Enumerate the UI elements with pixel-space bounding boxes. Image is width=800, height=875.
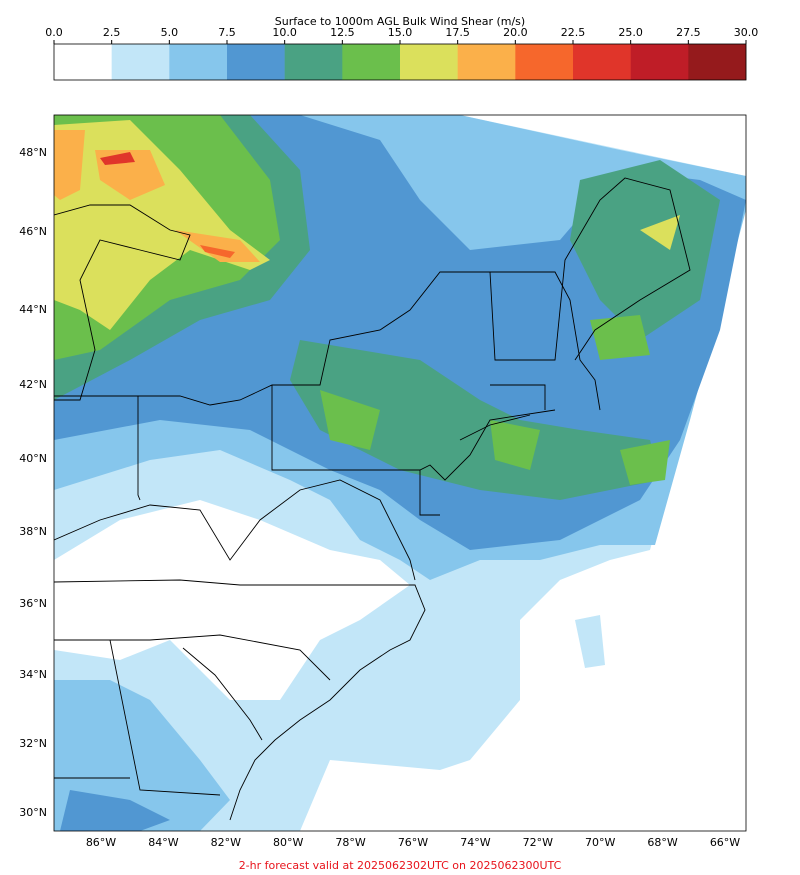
colorbar-tick-label: 0.0 <box>45 26 63 39</box>
colorbar-bin <box>342 44 401 80</box>
lon-label: 70°W <box>585 836 615 849</box>
colorbar-bin <box>400 44 458 80</box>
lat-label: 34°N <box>19 668 47 681</box>
colorbar-frame <box>53 43 747 81</box>
colorbar-tick-label: 30.0 <box>734 26 759 39</box>
axis-labels: 48°N 46°N 44°N 42°N 40°N 38°N 36°N 34°N 32°N 30°N… <box>19 146 740 849</box>
colorbar-tick-label: 20.0 <box>503 26 528 39</box>
colorbar-tick-label: 15.0 <box>388 26 413 39</box>
lat-label: 44°N <box>19 303 47 316</box>
lon-label: 82°W <box>211 836 241 849</box>
colorbar-tick-label: 17.5 <box>445 26 470 39</box>
lon-label: 68°W <box>647 836 677 849</box>
lon-label: 84°W <box>148 836 178 849</box>
colorbar-bin <box>630 44 689 80</box>
footer: 2-hr forecast valid at 2025062302UTC on … <box>239 859 562 872</box>
lon-label: 78°W <box>335 836 365 849</box>
colorbar-title: Surface to 1000m AGL Bulk Wind Shear (m/… <box>275 15 525 28</box>
map-frame <box>53 114 747 832</box>
lon-label: 86°W <box>86 836 116 849</box>
state-borders <box>54 177 691 821</box>
colorbar-bin <box>111 44 170 80</box>
colorbar-tick-label: 10.0 <box>272 26 297 39</box>
colorbar-bin <box>573 44 631 80</box>
colorbar-bin <box>169 44 228 80</box>
lat-label: 36°N <box>19 597 47 610</box>
lon-label: 80°W <box>273 836 303 849</box>
colorbar-tick-label: 2.5 <box>103 26 121 39</box>
colorbar-tick-label: 27.5 <box>676 26 701 39</box>
lat-label: 38°N <box>19 525 47 538</box>
colorbar-tick-label: 7.5 <box>218 26 236 39</box>
colorbar-tick-label: 25.0 <box>618 26 643 39</box>
colorbar-tick-label: 22.5 <box>561 26 586 39</box>
lat-label: 30°N <box>19 806 47 819</box>
lat-label: 40°N <box>19 452 47 465</box>
colorbar: 0.0 2.5 5.0 7.5 10.0 12.5 15.0 17.5 20.0 22.5 25.0… <box>45 26 758 80</box>
colorbar-bin <box>688 44 747 80</box>
lat-label: 46°N <box>19 225 47 238</box>
lon-label: 72°W <box>523 836 553 849</box>
colorbar-tick-label: 5.0 <box>161 26 179 39</box>
colorbar-bin <box>227 44 285 80</box>
colorbar-bin <box>284 44 343 80</box>
lat-label: 32°N <box>19 737 47 750</box>
lon-label: 66°W <box>710 836 740 849</box>
colorbar-tick-label: 12.5 <box>330 26 355 39</box>
colorbar-bin <box>515 44 574 80</box>
colorbar-bin <box>457 44 516 80</box>
lon-label: 76°W <box>398 836 428 849</box>
colorbar-bin <box>54 44 112 80</box>
lon-label: 74°W <box>460 836 490 849</box>
lat-label: 42°N <box>19 378 47 391</box>
lat-label: 48°N <box>19 146 47 159</box>
